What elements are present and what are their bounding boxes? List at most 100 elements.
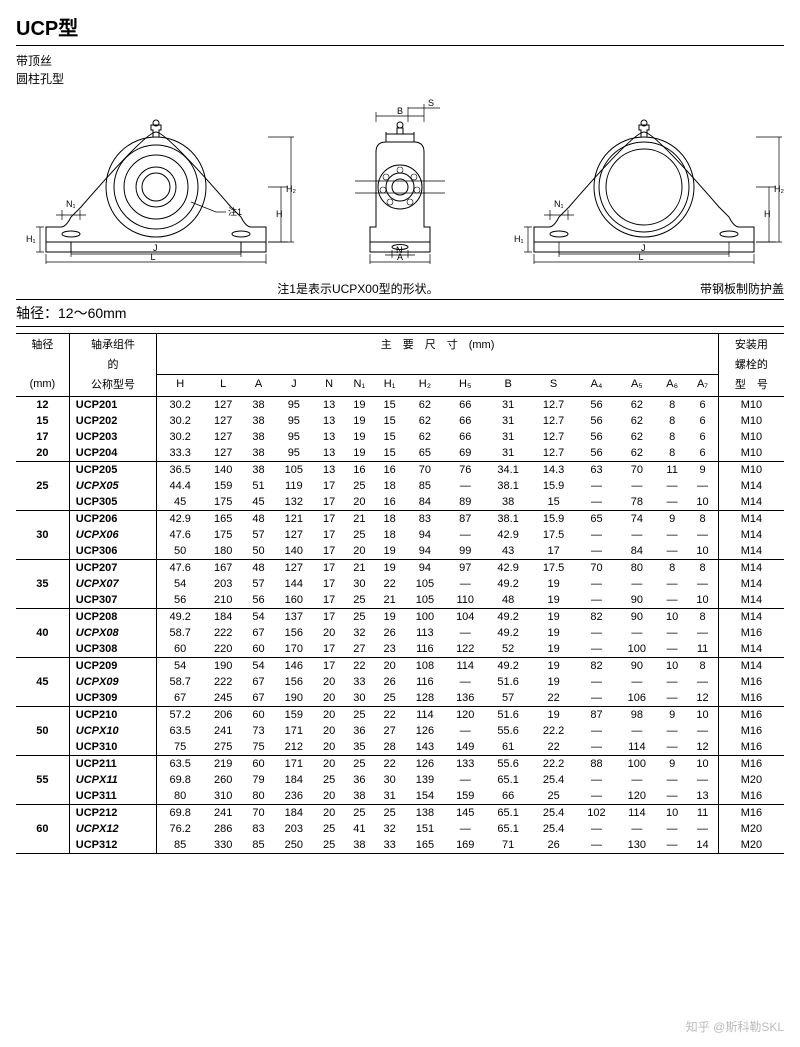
cell-value: 27 bbox=[344, 641, 374, 658]
cell-value: 48 bbox=[243, 511, 273, 528]
cell-value: 165 bbox=[203, 511, 243, 528]
cell-shaft: 20 bbox=[16, 445, 69, 462]
cell-value: 82 bbox=[576, 658, 616, 675]
cell-value: 15 bbox=[374, 429, 404, 445]
svg-text:N₁: N₁ bbox=[66, 199, 76, 209]
cell-shaft: 45 bbox=[16, 658, 69, 707]
cell-value: 8 bbox=[687, 658, 718, 675]
subtitle-row: 带顶丝 圆柱孔型 bbox=[16, 52, 784, 88]
cell-value: 110 bbox=[445, 592, 485, 609]
cell-value: 36.5 bbox=[157, 462, 203, 479]
cell-value: 32 bbox=[344, 625, 374, 641]
cell-value: — bbox=[687, 723, 718, 739]
cell-value: 13 bbox=[687, 788, 718, 805]
cell-value: 70 bbox=[617, 462, 657, 479]
th-A6: A₆ bbox=[657, 374, 687, 397]
svg-text:H₂: H₂ bbox=[286, 184, 296, 194]
cell-model: UCPX08 bbox=[69, 625, 157, 641]
cell-model: UCP209 bbox=[69, 658, 157, 675]
cell-value: 60 bbox=[243, 756, 273, 773]
cell-value: 122 bbox=[445, 641, 485, 658]
cell-value: 8 bbox=[657, 429, 687, 445]
cell-value: 42.9 bbox=[157, 511, 203, 528]
cell-value: 58.7 bbox=[157, 674, 203, 690]
table-row: 30UCP20642.916548121172118838738.115.965… bbox=[16, 511, 784, 528]
cell-value: 62 bbox=[405, 429, 445, 445]
cell-value: 75 bbox=[157, 739, 203, 756]
cell-value: 78 bbox=[617, 494, 657, 511]
cell-value: 89 bbox=[445, 494, 485, 511]
cell-value: 88 bbox=[576, 756, 616, 773]
cell-value: 113 bbox=[405, 625, 445, 641]
cell-value: 250 bbox=[274, 837, 314, 854]
cell-value: 67 bbox=[243, 690, 273, 707]
cell-model: UCPX09 bbox=[69, 674, 157, 690]
cell-value: 45 bbox=[157, 494, 203, 511]
cell-value: 241 bbox=[203, 723, 243, 739]
cell-value: 17 bbox=[314, 609, 344, 626]
cell-value: 38 bbox=[485, 494, 530, 511]
cell-value: 126 bbox=[405, 756, 445, 773]
cell-value: — bbox=[445, 821, 485, 837]
cell-value: — bbox=[687, 625, 718, 641]
cell-value: 25.4 bbox=[531, 772, 576, 788]
cell-value: — bbox=[576, 478, 616, 494]
cell-value: 105 bbox=[405, 592, 445, 609]
cell-value: 13 bbox=[314, 429, 344, 445]
cell-value: — bbox=[576, 494, 616, 511]
cell-value: 16 bbox=[344, 462, 374, 479]
cell-value: 63.5 bbox=[157, 756, 203, 773]
cell-value: — bbox=[657, 494, 687, 511]
cell-value: 94 bbox=[405, 543, 445, 560]
cell-value: 30 bbox=[374, 772, 404, 788]
cell-value: — bbox=[657, 690, 687, 707]
svg-text:S: S bbox=[428, 98, 434, 108]
cell-value: 66 bbox=[445, 429, 485, 445]
cell-value: 56 bbox=[576, 413, 616, 429]
cell-value: 127 bbox=[203, 397, 243, 414]
cell-value: 74 bbox=[617, 511, 657, 528]
svg-text:H₁: H₁ bbox=[514, 234, 524, 244]
cell-model: UCP305 bbox=[69, 494, 157, 511]
cell-value: — bbox=[687, 527, 718, 543]
cell-value: 25.4 bbox=[531, 805, 576, 822]
cell-value: — bbox=[576, 788, 616, 805]
cell-value: 80 bbox=[243, 788, 273, 805]
cell-value: 100 bbox=[405, 609, 445, 626]
cell-value: 95 bbox=[274, 413, 314, 429]
cell-value: — bbox=[617, 723, 657, 739]
cell-value: — bbox=[576, 592, 616, 609]
cell-value: 8 bbox=[657, 413, 687, 429]
cell-value: — bbox=[576, 543, 616, 560]
cell-shaft: 50 bbox=[16, 707, 69, 756]
cell-value: 23 bbox=[374, 641, 404, 658]
cell-value: 126 bbox=[405, 723, 445, 739]
cell-value: 51 bbox=[243, 478, 273, 494]
cell-value: 25 bbox=[344, 478, 374, 494]
cell-model: UCPX12 bbox=[69, 821, 157, 837]
table-row: UCP31285330852502538331651697126—130—14M… bbox=[16, 837, 784, 854]
cell-model: UCPX06 bbox=[69, 527, 157, 543]
cell-value: — bbox=[657, 837, 687, 854]
th-B: B bbox=[485, 374, 530, 397]
cell-value: 9 bbox=[657, 511, 687, 528]
cell-value: 210 bbox=[203, 592, 243, 609]
cell-value: — bbox=[657, 674, 687, 690]
cell-value: 56 bbox=[576, 429, 616, 445]
cell-value: 22.2 bbox=[531, 723, 576, 739]
cell-value: 33 bbox=[374, 837, 404, 854]
cell-value: M10 bbox=[718, 429, 784, 445]
table-row: 40UCP20849.21845413717251910010449.21982… bbox=[16, 609, 784, 626]
cell-value: 44.4 bbox=[157, 478, 203, 494]
cell-value: 151 bbox=[405, 821, 445, 837]
cell-value: 69.8 bbox=[157, 805, 203, 822]
cell-value: 30.2 bbox=[157, 429, 203, 445]
th-shaft: 轴径 bbox=[16, 334, 69, 355]
cell-value: 51.6 bbox=[485, 707, 530, 724]
cell-value: 18 bbox=[374, 527, 404, 543]
cell-value: 87 bbox=[445, 511, 485, 528]
cell-value: 13 bbox=[314, 397, 344, 414]
cell-value: 20 bbox=[314, 805, 344, 822]
cell-value: 143 bbox=[405, 739, 445, 756]
cell-value: 17.5 bbox=[531, 527, 576, 543]
